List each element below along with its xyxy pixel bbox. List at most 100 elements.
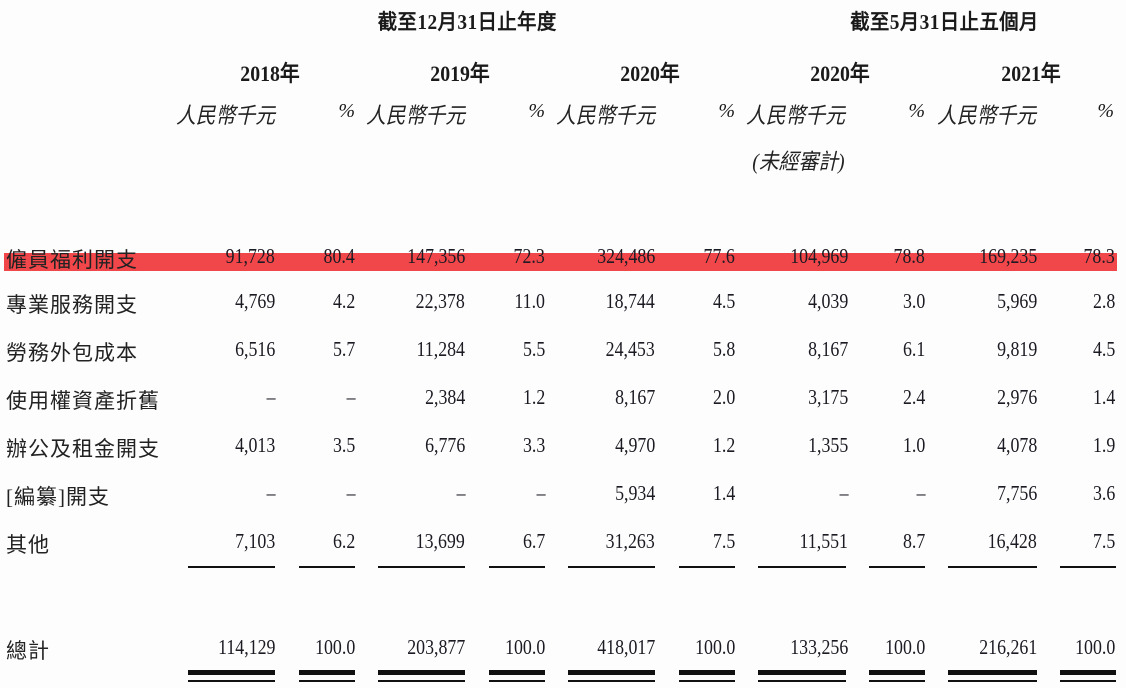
pct-value: 1.2 [522,385,545,409]
total-value: 100.0 [504,635,545,659]
total-value: 100.0 [314,635,355,659]
total-value: 203,877 [406,635,465,659]
table-row: [編纂]開支 – – – – 5,934 1.4 – – 7,756 3.6 [0,481,1126,511]
rmb-value: 4,039 [807,289,848,313]
pct-value: 7.5 [712,529,735,553]
unit-pct-2021-five-month: % [1097,100,1114,122]
table-row: 專業服務開支 4,769 4.2 22,378 11.0 18,744 4.5 4,039 3.… [0,289,1126,319]
rmb-value: 3,175 [807,385,848,409]
pct-value: – [346,385,355,409]
pct-value: – [346,481,355,505]
unit-rmb-2018: 人民幣千元 [175,103,275,128]
rmb-value: 4,970 [614,433,655,457]
rmb-value: 11,284 [416,337,465,361]
rmb-value: 18,744 [605,289,655,313]
rmb-value: 324,486 [596,244,655,268]
total-value: 100.0 [1074,635,1115,659]
total-row: 總計 114,129 100.0 203,877 100.0 418,017 1… [0,635,1126,665]
unit-pct-2019: % [528,100,545,122]
pct-value: 5.8 [712,337,735,361]
pct-value: 1.4 [712,481,735,505]
unit-rmb-2020-five-month: 人民幣千元 [745,103,845,128]
table-row: 辦公及租金開支 4,013 3.5 6,776 3.3 4,970 1.2 1,355 1.0 4… [0,433,1126,463]
table-row: 僱員福利開支 91,728 80.4 147,356 72.3 324,486 77.6 10… [0,244,1126,274]
rmb-value: – [266,385,275,409]
row-label: [編纂]開支 [6,485,110,509]
rmb-value: 91,728 [225,244,275,268]
rmb-value: 7,756 [996,481,1037,505]
pct-value: 5.5 [522,337,545,361]
unit-rmb-2019: 人民幣千元 [365,103,465,128]
rmb-value: 7,103 [234,529,275,553]
rmb-value: – [266,481,275,505]
unit-pct-2020: % [718,100,735,122]
pct-value: 1.0 [902,433,925,457]
year-2019: 2019年 [430,61,490,86]
pct-value: 4.5 [712,289,735,313]
rmb-value: 4,078 [996,433,1037,457]
rmb-value: 9,819 [996,337,1037,361]
pct-value: 80.4 [323,244,355,268]
rmb-value: 8,167 [614,385,655,409]
total-value: 100.0 [884,635,925,659]
table-row: 其他 7,103 6.2 13,699 6.7 31,263 7.5 11,551 8.7 16,… [0,529,1126,559]
unaudited-note: (未經審計) [752,149,845,174]
row-label: 勞務外包成本 [6,341,138,365]
rmb-value: 2,384 [424,385,465,409]
year-2018: 2018年 [240,61,300,86]
year-2020-five-month: 2020年 [810,61,870,86]
rmb-value: 169,235 [978,244,1037,268]
unit-pct-2020-five-month: % [908,100,925,122]
rmb-value: 4,769 [234,289,275,313]
row-label: 其他 [6,533,50,557]
rmb-value: 22,378 [415,289,465,313]
unit-rmb-2021-five-month: 人民幣千元 [936,103,1036,128]
pct-value: 3.5 [332,433,355,457]
pct-value: 2.8 [1092,289,1115,313]
pct-value: 11.0 [514,289,545,313]
rmb-value: 4,013 [234,433,275,457]
unit-pct-2018: % [338,100,355,122]
pct-value: 4.5 [1092,337,1115,361]
rmb-value: – [456,481,465,505]
pct-value: 4.2 [332,289,355,313]
pct-value: 78.8 [893,244,925,268]
total-value: 114,129 [217,635,275,659]
unit-rmb-2020: 人民幣千元 [555,103,655,128]
pct-value: 1.2 [712,433,735,457]
pct-value: 6.7 [522,529,545,553]
pct-value: – [536,481,545,505]
pct-value: 6.2 [332,529,355,553]
pct-value: 77.6 [703,244,735,268]
rmb-value: – [839,481,848,505]
pct-value: 2.0 [712,385,735,409]
rmb-value: 8,167 [807,337,848,361]
pct-value: 3.0 [902,289,925,313]
pct-value: – [916,481,925,505]
pct-value: 7.5 [1092,529,1115,553]
row-label: 僱員福利開支 [6,248,138,272]
pct-value: 72.3 [513,244,545,268]
rmb-value: 2,976 [996,385,1037,409]
row-label: 專業服務開支 [6,293,138,317]
year-2021-five-month: 2021年 [1001,61,1061,86]
pct-value: 8.7 [902,529,925,553]
row-label: 辦公及租金開支 [6,437,160,461]
total-label: 總計 [6,639,50,663]
rmb-value: 31,263 [605,529,655,553]
pct-value: 5.7 [332,337,355,361]
year-2020: 2020年 [620,61,680,86]
total-value: 133,256 [789,635,848,659]
pct-value: 2.4 [902,385,925,409]
rmb-value: 5,969 [996,289,1037,313]
group-header-annual: 截至12月31日止年度 [377,10,557,34]
pct-value: 1.9 [1092,433,1115,457]
table-row: 勞務外包成本 6,516 5.7 11,284 5.5 24,453 5.8 8,167 6.1… [0,337,1126,367]
rmb-value: 1,355 [807,433,848,457]
rmb-value: 6,516 [234,337,275,361]
highlight-bar [4,253,1117,271]
rmb-value: 6,776 [424,433,465,457]
rmb-value: 11,551 [799,529,848,553]
rmb-value: 147,356 [406,244,465,268]
total-value: 100.0 [694,635,735,659]
